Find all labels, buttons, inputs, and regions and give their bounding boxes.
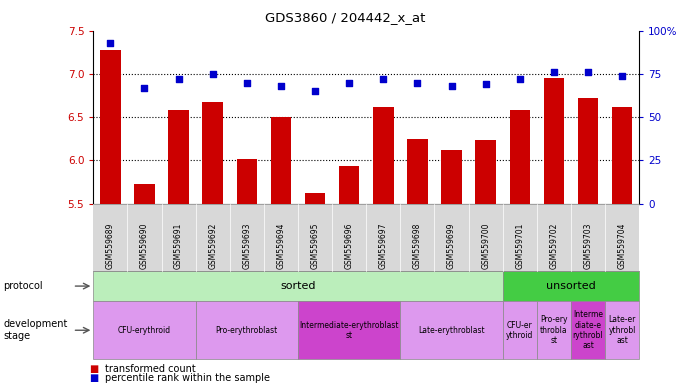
Point	[480, 81, 491, 88]
Bar	[271, 117, 291, 204]
Text: development
stage: development stage	[3, 319, 68, 341]
Text: CFU-er
ythroid: CFU-er ythroid	[506, 321, 533, 340]
Text: GSM559702: GSM559702	[549, 222, 558, 269]
Text: Intermediate-erythroblast
st: Intermediate-erythroblast st	[299, 321, 399, 340]
Bar	[612, 107, 632, 204]
Text: protocol: protocol	[3, 281, 43, 291]
Text: GSM559701: GSM559701	[515, 222, 524, 269]
Point	[378, 76, 389, 82]
Point	[514, 76, 525, 82]
Bar	[544, 78, 564, 204]
Text: Interme
diate-e
rythrobl
ast: Interme diate-e rythrobl ast	[573, 310, 603, 350]
Point	[276, 83, 287, 89]
Point	[207, 71, 218, 77]
Text: GSM559704: GSM559704	[618, 222, 627, 269]
Text: GSM559689: GSM559689	[106, 222, 115, 269]
Text: Late-erythroblast: Late-erythroblast	[418, 326, 485, 335]
Text: GSM559691: GSM559691	[174, 222, 183, 269]
Point	[412, 79, 423, 86]
Bar	[407, 139, 428, 204]
Text: transformed count: transformed count	[105, 364, 196, 374]
Bar	[373, 107, 394, 204]
Point	[310, 88, 321, 94]
Bar	[339, 166, 359, 204]
Text: unsorted: unsorted	[546, 281, 596, 291]
Text: Pro-erythroblast: Pro-erythroblast	[216, 326, 278, 335]
Text: percentile rank within the sample: percentile rank within the sample	[105, 373, 270, 383]
Bar	[475, 140, 496, 204]
Text: ■: ■	[88, 373, 98, 383]
Text: GSM559694: GSM559694	[276, 222, 285, 269]
Point	[446, 83, 457, 89]
Text: GSM559696: GSM559696	[345, 222, 354, 269]
Text: GSM559699: GSM559699	[447, 222, 456, 269]
Bar	[578, 98, 598, 204]
Point	[173, 76, 184, 82]
Text: GSM559697: GSM559697	[379, 222, 388, 269]
Text: GDS3860 / 204442_x_at: GDS3860 / 204442_x_at	[265, 12, 426, 25]
Point	[583, 69, 594, 75]
Point	[616, 73, 627, 79]
Text: Late-er
ythrobl
ast: Late-er ythrobl ast	[609, 315, 636, 345]
Text: sorted: sorted	[281, 281, 316, 291]
Text: GSM559695: GSM559695	[310, 222, 319, 269]
Bar	[509, 110, 530, 204]
Bar	[442, 150, 462, 204]
Point	[343, 79, 354, 86]
Text: GSM559703: GSM559703	[583, 222, 592, 269]
Bar	[134, 184, 155, 204]
Text: GSM559692: GSM559692	[208, 222, 217, 269]
Point	[549, 69, 560, 75]
Text: GSM559693: GSM559693	[243, 222, 252, 269]
Bar	[202, 102, 223, 204]
Text: CFU-erythroid: CFU-erythroid	[118, 326, 171, 335]
Point	[105, 40, 116, 46]
Point	[139, 84, 150, 91]
Bar	[236, 159, 257, 204]
Text: GSM559690: GSM559690	[140, 222, 149, 269]
Text: Pro-ery
throbla
st: Pro-ery throbla st	[540, 315, 568, 345]
Bar	[305, 193, 325, 204]
Text: ■: ■	[88, 364, 98, 374]
Bar	[100, 50, 120, 204]
Point	[241, 79, 252, 86]
Bar	[169, 110, 189, 204]
Text: GSM559700: GSM559700	[481, 222, 490, 269]
Text: GSM559698: GSM559698	[413, 222, 422, 269]
